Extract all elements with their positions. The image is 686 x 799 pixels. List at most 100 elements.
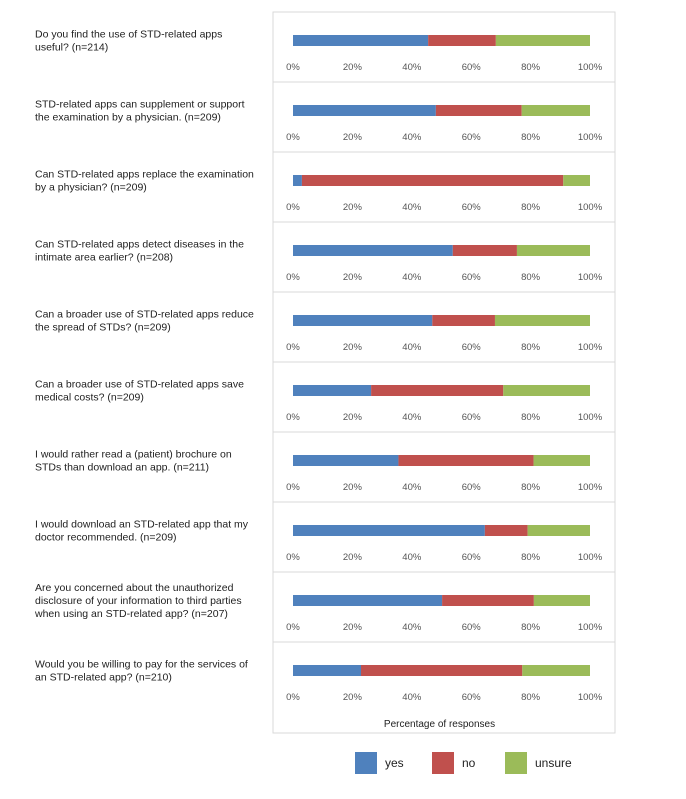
legend-label-no: no — [462, 756, 476, 770]
x-tick-label: 100% — [578, 692, 603, 703]
bar-segment-no — [301, 175, 564, 186]
bar-segment-no — [442, 595, 534, 606]
question-label: STD-related apps can supplement or suppo… — [35, 99, 245, 111]
question-label: the spread of STDs? (n=209) — [35, 322, 171, 334]
question-label: intimate area earlier? (n=208) — [35, 252, 173, 264]
x-tick-label: 20% — [343, 342, 363, 353]
x-tick-label: 80% — [521, 482, 541, 493]
bar-segment-no — [435, 105, 522, 116]
x-tick-label: 40% — [402, 342, 422, 353]
bar-segment-yes — [293, 175, 302, 186]
x-tick-label: 80% — [521, 132, 541, 143]
x-tick-label: 20% — [343, 412, 363, 423]
x-tick-label: 100% — [578, 202, 603, 213]
question-label: the examination by a physician. (n=209) — [35, 112, 221, 124]
x-tick-label: 40% — [402, 62, 422, 73]
legend-label-yes: yes — [385, 756, 404, 770]
x-tick-label: 20% — [343, 552, 363, 563]
legend-swatch-unsure — [505, 752, 527, 774]
bar-segment-unsure — [533, 595, 590, 606]
x-tick-label: 60% — [462, 132, 482, 143]
bar-segment-yes — [293, 525, 485, 536]
x-tick-label: 0% — [286, 202, 300, 213]
x-axis-title: Percentage of responses — [384, 719, 495, 730]
x-tick-label: 60% — [462, 62, 482, 73]
x-tick-label: 0% — [286, 132, 300, 143]
x-tick-label: 40% — [402, 272, 422, 283]
x-tick-label: 20% — [343, 132, 363, 143]
x-tick-label: 40% — [402, 132, 422, 143]
question-label: Can a broader use of STD-related apps re… — [35, 309, 254, 321]
x-tick-label: 80% — [521, 62, 541, 73]
bar-segment-unsure — [516, 245, 590, 256]
question-label: an STD-related app? (n=210) — [35, 672, 172, 684]
x-tick-label: 60% — [462, 622, 482, 633]
x-tick-label: 0% — [286, 272, 300, 283]
x-tick-label: 100% — [578, 342, 603, 353]
x-tick-label: 80% — [521, 552, 541, 563]
x-tick-label: 60% — [462, 202, 482, 213]
x-tick-label: 60% — [462, 552, 482, 563]
x-tick-label: 60% — [462, 482, 482, 493]
x-tick-label: 20% — [343, 202, 363, 213]
bar-segment-no — [371, 385, 504, 396]
x-tick-label: 0% — [286, 62, 300, 73]
legend-swatch-yes — [355, 752, 377, 774]
bar-segment-yes — [293, 385, 372, 396]
x-tick-label: 100% — [578, 132, 603, 143]
bar-segment-unsure — [503, 385, 590, 396]
x-tick-label: 40% — [402, 202, 422, 213]
x-tick-label: 100% — [578, 622, 603, 633]
bar-segment-yes — [293, 665, 362, 676]
x-tick-label: 100% — [578, 482, 603, 493]
x-tick-label: 20% — [343, 622, 363, 633]
x-tick-label: 80% — [521, 272, 541, 283]
x-tick-label: 80% — [521, 202, 541, 213]
x-tick-label: 80% — [521, 342, 541, 353]
x-tick-label: 80% — [521, 622, 541, 633]
x-tick-label: 80% — [521, 412, 541, 423]
x-tick-label: 0% — [286, 622, 300, 633]
bar-segment-unsure — [495, 35, 590, 46]
question-label: useful? (n=214) — [35, 42, 108, 54]
x-tick-label: 40% — [402, 552, 422, 563]
x-tick-label: 20% — [343, 272, 363, 283]
legend-label-unsure: unsure — [535, 756, 572, 770]
x-tick-label: 60% — [462, 272, 482, 283]
x-tick-label: 80% — [521, 692, 541, 703]
x-tick-label: 20% — [343, 62, 363, 73]
bar-segment-no — [361, 665, 523, 676]
bar-segment-unsure — [522, 665, 590, 676]
x-tick-label: 100% — [578, 552, 603, 563]
question-label: by a physician? (n=209) — [35, 182, 147, 194]
x-tick-label: 0% — [286, 482, 300, 493]
bar-segment-yes — [293, 245, 453, 256]
x-tick-label: 40% — [402, 692, 422, 703]
bar-segment-yes — [293, 315, 433, 326]
x-tick-label: 60% — [462, 412, 482, 423]
question-label: I would rather read a (patient) brochure… — [35, 449, 232, 461]
question-label: medical costs? (n=209) — [35, 392, 144, 404]
question-label: Do you find the use of STD-related apps — [35, 29, 222, 41]
x-tick-label: 60% — [462, 342, 482, 353]
x-tick-label: 0% — [286, 552, 300, 563]
question-label: disclosure of your information to third … — [35, 595, 242, 607]
bar-segment-no — [452, 245, 517, 256]
question-label: Can a broader use of STD-related apps sa… — [35, 379, 244, 391]
question-label: STDs than download an app. (n=211) — [35, 462, 209, 474]
question-label: I would download an STD-related app that… — [35, 519, 249, 531]
bar-segment-unsure — [494, 315, 590, 326]
bar-segment-yes — [293, 455, 399, 466]
x-tick-label: 40% — [402, 622, 422, 633]
x-tick-label: 20% — [343, 692, 363, 703]
question-label: when using an STD-related app? (n=207) — [34, 608, 228, 620]
bar-segment-yes — [293, 595, 443, 606]
x-tick-label: 0% — [286, 342, 300, 353]
bar-segment-yes — [293, 35, 429, 46]
bar-segment-no — [484, 525, 528, 536]
legend-swatch-no — [432, 752, 454, 774]
bar-segment-no — [428, 35, 496, 46]
bar-segment-unsure — [527, 525, 590, 536]
question-label: doctor recommended. (n=209) — [35, 532, 177, 544]
